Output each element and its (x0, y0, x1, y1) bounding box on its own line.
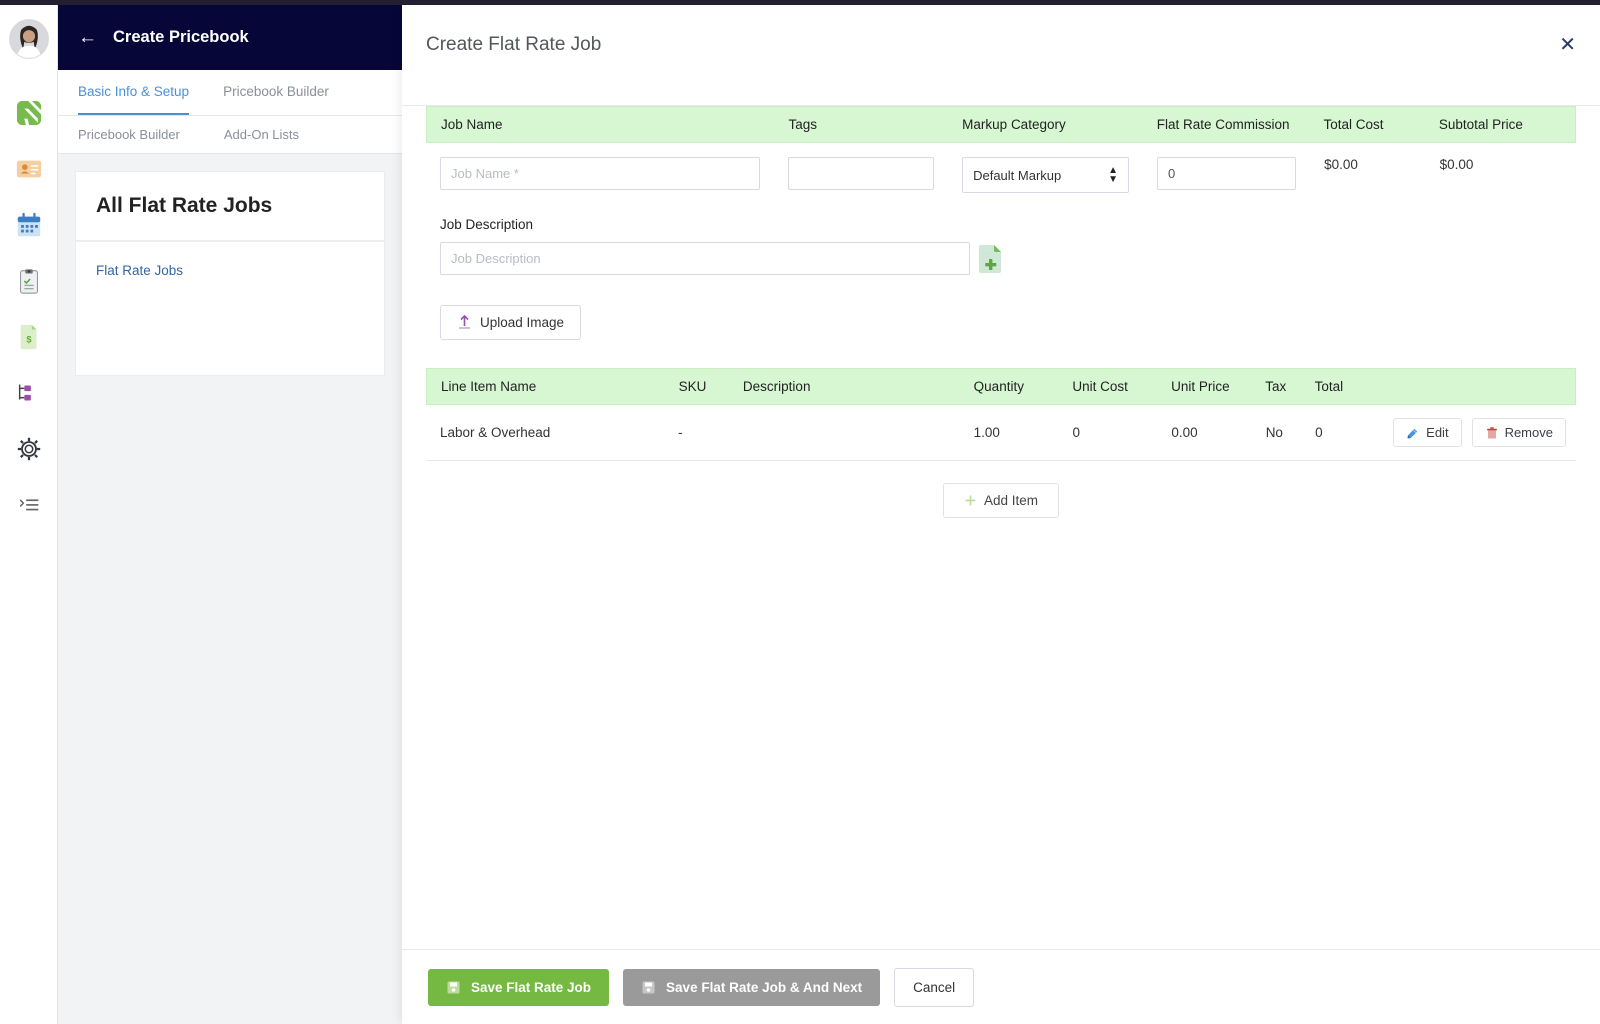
svg-text:$: $ (26, 335, 32, 345)
